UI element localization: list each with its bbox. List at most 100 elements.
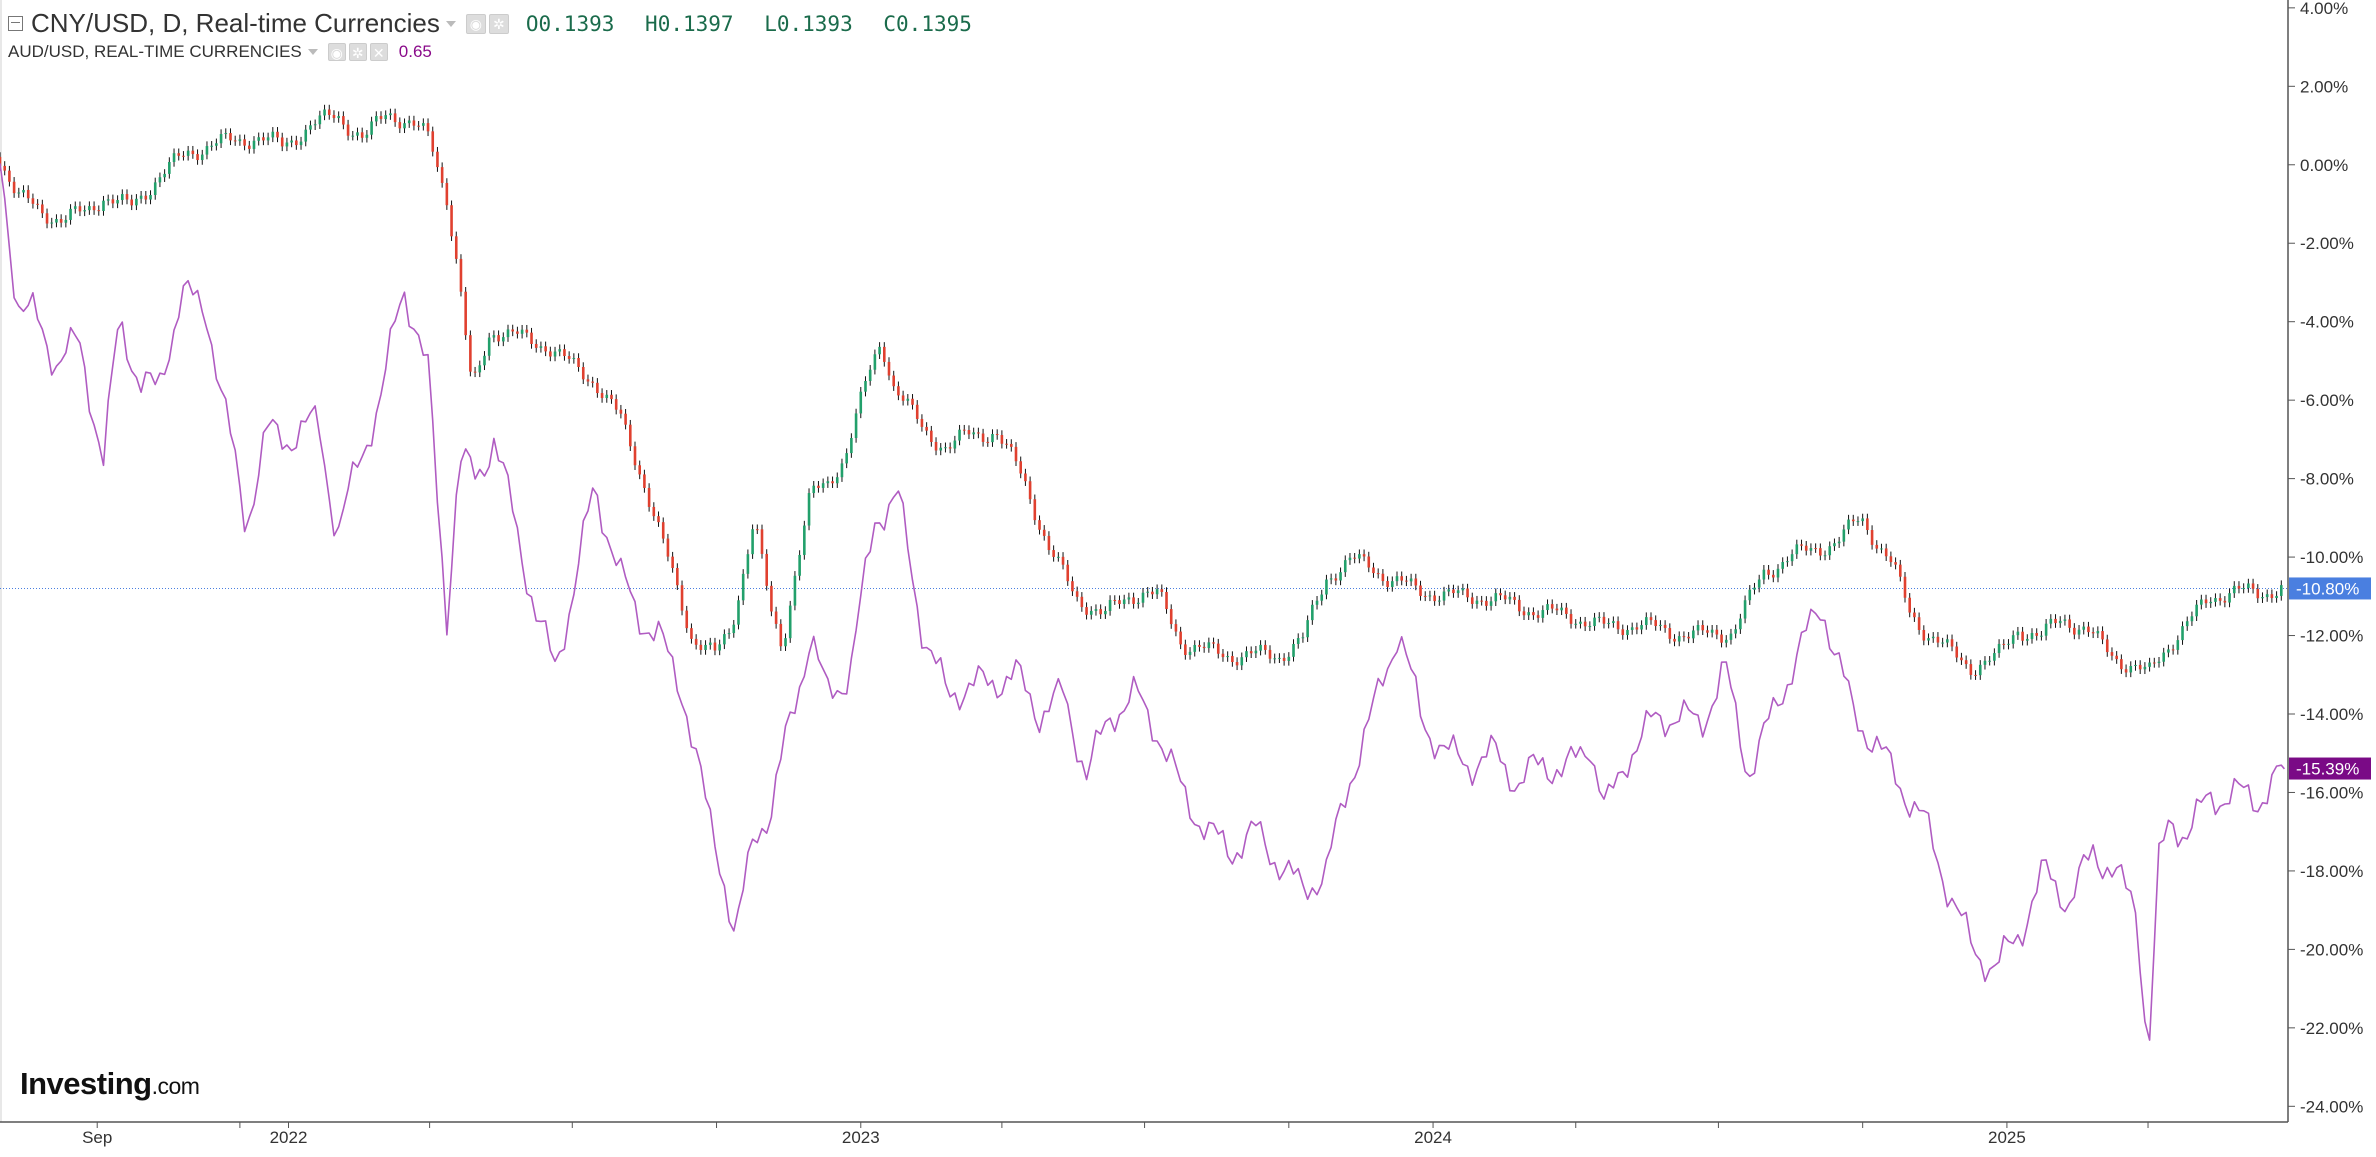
cny-candle-body (2167, 649, 2170, 653)
cny-candle-body (1969, 664, 1973, 675)
cny-candle-body (1306, 620, 1309, 638)
cny-candle-body (835, 477, 839, 484)
cny-candle-body (2030, 633, 2034, 639)
x-tick-label: 2024 (1414, 1128, 1452, 1147)
cny-candle-body (1188, 651, 1192, 655)
cny-candle-body (1329, 578, 1333, 580)
cny-candle-body (2002, 643, 2006, 645)
cny-candle-body (2256, 588, 2260, 599)
cny-candle-body (1038, 520, 1041, 530)
cny-candle-body (2011, 635, 2015, 644)
cny-candle-body (1936, 636, 1940, 643)
cny-candle-body (549, 351, 552, 357)
cny-candle-body (1654, 620, 1658, 627)
cny-candle-body (36, 203, 39, 205)
cny-candle-body (2129, 666, 2133, 673)
cny-candle-body (332, 114, 336, 119)
cny-candle-body (760, 529, 764, 554)
cny-candle-body (2275, 595, 2278, 599)
cny-candle-body (511, 329, 515, 332)
cny-candle-body (572, 357, 576, 359)
cny-candle-body (1579, 621, 1582, 624)
cny-candle-body (2152, 662, 2156, 664)
cny-candle-body (1009, 443, 1013, 447)
cny-candle-body (1739, 618, 1742, 630)
cny-candle-body (1240, 657, 1244, 666)
cny-candle-body (1028, 481, 1032, 500)
cny-candle-body (1268, 649, 1272, 659)
cny-candle-body (2171, 649, 2175, 651)
ohlc-low: L0.1393 (764, 11, 853, 36)
cny-candle-body (182, 155, 185, 157)
chevron-down-icon[interactable] (445, 20, 456, 27)
cny-candle-body (1837, 541, 1841, 544)
cny-candle-body (41, 204, 44, 214)
cny-candle-body (2162, 652, 2166, 662)
cny-candle-body (553, 351, 557, 357)
cny-candle-body (360, 132, 364, 138)
cny-candle-body (106, 199, 110, 201)
cny-candle-body (995, 434, 999, 436)
cny-candle-body (1550, 604, 1554, 609)
cny-candle-body (1541, 610, 1545, 618)
cny-candle-body (2007, 643, 2010, 645)
cny-candle-body (1776, 568, 1780, 578)
eye-icon[interactable]: ◉ (465, 13, 486, 34)
cny-candle-body (699, 644, 703, 651)
cny-candle-body (450, 205, 453, 237)
cny-candle-body (379, 116, 383, 120)
cny-candle-body (492, 335, 496, 338)
cny-candle-body (8, 170, 11, 182)
cny-candle-body (205, 146, 209, 155)
cny-candle-body (440, 167, 444, 183)
settings-icon[interactable]: ✲ (348, 43, 367, 61)
cny-candle-body (111, 199, 115, 204)
cny-candle-body (873, 354, 877, 370)
cny-candle-body (1066, 564, 1070, 582)
cny-candle-body (313, 124, 317, 126)
cny-candle-body (788, 605, 792, 639)
cny-candle-body (1612, 621, 1615, 623)
chevron-down-icon[interactable] (307, 49, 318, 55)
cny-candle-body (1489, 601, 1493, 606)
cny-candle-body (1108, 599, 1112, 611)
cny-candle-body (1743, 600, 1747, 619)
cny-candle-body (831, 481, 834, 484)
cny-candle-body (633, 446, 637, 466)
cny-candle-body (0, 156, 2, 166)
cny-candle-body (2025, 638, 2029, 641)
cny-candle-body (1884, 548, 1888, 557)
cny-candle-body (149, 195, 152, 200)
cny-candle-body (652, 506, 656, 517)
settings-icon[interactable]: ✲ (488, 13, 509, 34)
collapse-icon[interactable] (8, 16, 23, 31)
cny-candle-body (2082, 626, 2086, 630)
cny-candle-body (887, 361, 891, 376)
cny-candle-body (356, 132, 359, 136)
cny-candle-body (1235, 662, 1239, 666)
cny-candle-body (1075, 591, 1079, 597)
cny-candle-body (803, 525, 806, 555)
cny-candle-body (666, 538, 670, 557)
cny-candle-body (897, 386, 900, 396)
cny-candle-body (882, 346, 886, 362)
eye-icon[interactable]: ◉ (327, 43, 346, 61)
cny-candle-body (1169, 609, 1173, 625)
cny-candle-body (1663, 624, 1667, 629)
cny-candle-body (2176, 640, 2180, 650)
cny-candle-body (911, 398, 914, 405)
cny-candle-body (1193, 644, 1197, 652)
cny-candle-body (2195, 604, 2198, 617)
cny-candle-body (22, 189, 25, 193)
cny-candle-body (661, 522, 665, 539)
cny-candle-body (168, 161, 171, 174)
cny-candle-body (2157, 661, 2161, 663)
cny-candle-body (948, 447, 952, 449)
cny-candle-body (2035, 633, 2039, 636)
cny-candle-body (793, 575, 797, 606)
cny-candle-body (1296, 638, 1300, 644)
cny-candle-body (1273, 658, 1277, 660)
close-icon[interactable]: ✕ (369, 43, 388, 61)
cny-candle-body (647, 487, 651, 507)
